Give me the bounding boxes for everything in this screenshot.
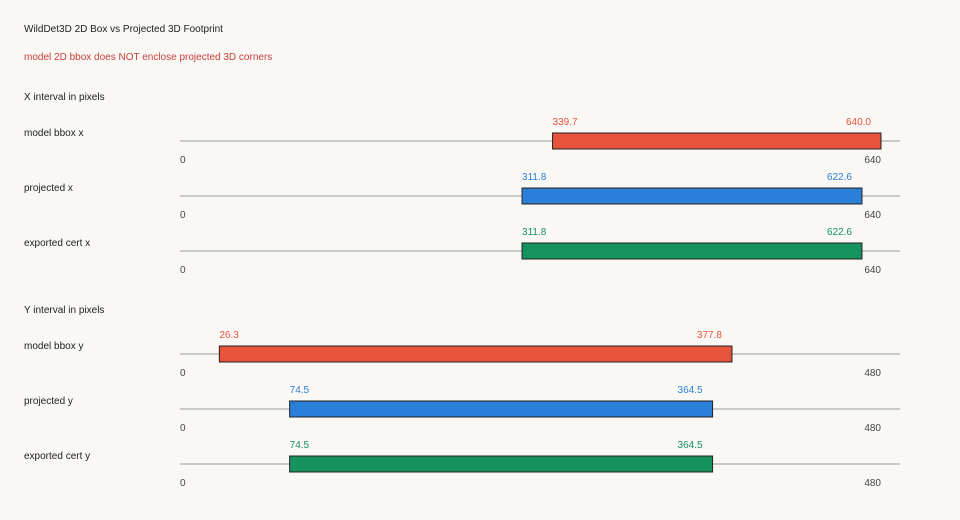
end-label: 364.5 <box>678 385 703 396</box>
end-label: 640.0 <box>846 117 871 128</box>
tick-label-max: 480 <box>864 423 881 434</box>
start-label: 311.8 <box>522 227 547 238</box>
start-label: 339.7 <box>553 117 578 128</box>
row-label-0-1: projected x <box>24 183 73 194</box>
interval-bar <box>521 242 863 260</box>
row-label-1-0: model bbox y <box>24 341 84 352</box>
tick-label-min: 0 <box>180 423 186 434</box>
tick-label-min: 0 <box>180 155 186 166</box>
interval-bar <box>289 400 714 418</box>
row-label-0-2: exported cert x <box>24 238 91 249</box>
interval-bar <box>521 187 863 205</box>
start-label: 74.5 <box>290 385 310 396</box>
tick-label-min: 0 <box>180 368 186 379</box>
end-label: 377.8 <box>697 330 722 341</box>
tick-label-min: 0 <box>180 210 186 221</box>
start-label: 74.5 <box>290 440 310 451</box>
tick-label-min: 0 <box>180 265 186 276</box>
row-label-1-1: projected y <box>24 396 73 407</box>
tick-label-max: 480 <box>864 478 881 489</box>
row-label-1-2: exported cert y <box>24 451 91 462</box>
warning-message: model 2D bbox does NOT enclose projected… <box>24 52 273 63</box>
end-label: 364.5 <box>678 440 703 451</box>
interval-bar <box>289 455 714 473</box>
chart-title: WildDet3D 2D Box vs Projected 3D Footpri… <box>24 24 223 35</box>
end-label: 622.6 <box>827 172 852 183</box>
interval-bar <box>552 132 882 150</box>
row-label-0-0: model bbox x <box>24 128 84 139</box>
panel-title-0: X interval in pixels <box>24 92 105 103</box>
end-label: 622.6 <box>827 227 852 238</box>
start-label: 311.8 <box>522 172 547 183</box>
start-label: 26.3 <box>219 330 239 341</box>
tick-label-max: 480 <box>864 368 881 379</box>
interval-bar <box>218 345 733 363</box>
panel-title-1: Y interval in pixels <box>24 305 105 316</box>
tick-label-max: 640 <box>864 265 881 276</box>
tick-label-max: 640 <box>864 210 881 221</box>
tick-label-min: 0 <box>180 478 186 489</box>
tick-label-max: 640 <box>864 155 881 166</box>
